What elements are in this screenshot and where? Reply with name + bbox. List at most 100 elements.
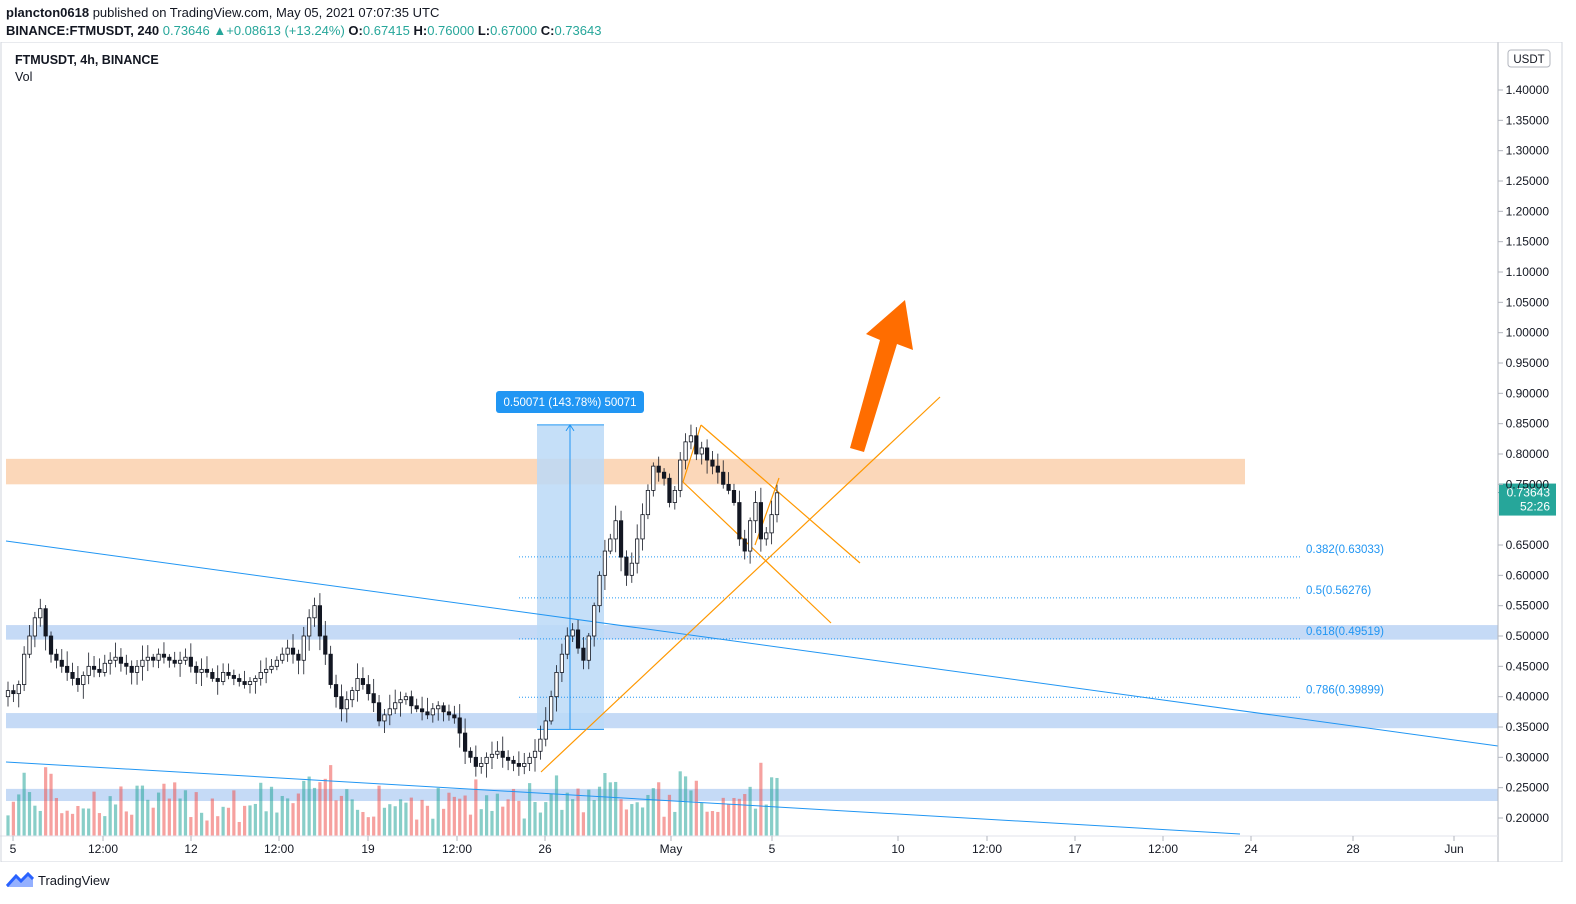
price-tick-label: 1.30000: [1506, 144, 1550, 158]
volume-bar: [748, 786, 752, 836]
candle-body: [597, 574, 602, 607]
candle-body: [258, 672, 263, 679]
price-tick-label: 1.15000: [1506, 235, 1550, 249]
tradingview-footer[interactable]: TradingView: [6, 872, 110, 888]
candle-body: [678, 459, 683, 491]
candle-body: [446, 711, 452, 716]
volume-bar: [350, 799, 354, 836]
candle-body: [387, 708, 392, 716]
candle-body: [108, 659, 113, 664]
candle-body: [16, 684, 21, 695]
volume-bar: [495, 793, 499, 836]
candle-body: [715, 465, 720, 473]
volume-bar: [113, 804, 118, 836]
volume-bar: [49, 773, 53, 836]
candle-body: [731, 489, 737, 503]
price-tick-label: 0.25000: [1506, 781, 1550, 795]
volume-bar: [60, 813, 64, 836]
legend-volume[interactable]: Vol: [15, 70, 33, 84]
candle-body: [586, 635, 591, 661]
candle-body: [538, 738, 543, 752]
support-zone: [6, 788, 1498, 802]
volume-bar: [216, 816, 220, 836]
volume-bar: [393, 806, 397, 836]
volume-bar: [710, 811, 715, 836]
candle-body: [484, 756, 489, 764]
price-tick-label: 1.25000: [1506, 174, 1550, 188]
volume-bar: [318, 782, 322, 836]
volume-bar: [554, 775, 559, 836]
candle-body: [441, 705, 446, 713]
candle-body: [199, 668, 204, 673]
volume-bar: [108, 796, 112, 836]
high-value: 0.76000: [427, 23, 475, 38]
candle-body: [350, 690, 355, 701]
drawings-layer: 0.382(0.63033) 0.5(0.56276) 0.618(0.49519)…: [5, 396, 1499, 835]
volume-bar: [544, 802, 548, 836]
volume-bar: [441, 808, 446, 836]
volume-bar: [501, 806, 505, 836]
upper-trendline: [5, 540, 1499, 747]
bar-countdown-label: 52:26: [1520, 500, 1550, 514]
price-chart[interactable]: 0.382(0.63033) 0.5(0.56276) 0.618(0.49519)…: [0, 42, 1576, 862]
candle-body: [48, 635, 54, 655]
volume-bar: [689, 790, 693, 836]
candle-body: [651, 465, 656, 491]
volume-bar: [538, 812, 542, 836]
volume-bar: [485, 795, 489, 836]
candle-body: [339, 696, 344, 710]
candle-body: [462, 732, 468, 752]
candle-body: [54, 653, 59, 661]
volume-bar: [592, 800, 596, 836]
chart-legend: FTMUSDT, 4h, BINANCE Vol: [15, 52, 159, 86]
time-tick-label: 5: [769, 842, 776, 856]
last-value: 0.73646: [162, 23, 210, 38]
volume-bar: [205, 820, 209, 836]
candle-body: [172, 659, 177, 664]
legend-symbol[interactable]: FTMUSDT, 4h, BINANCE: [15, 53, 159, 67]
candle-body: [333, 684, 339, 698]
candle-body: [624, 556, 629, 576]
candle-body: [748, 520, 753, 552]
volume-bar: [522, 818, 526, 836]
candle-body: [489, 753, 495, 758]
volume-bar: [528, 783, 532, 836]
change-value: +0.08613 (+13.24%): [226, 23, 345, 38]
volume-bar: [382, 807, 387, 836]
volume-bar: [415, 819, 419, 836]
candle-body: [532, 750, 538, 758]
candle-body: [635, 538, 640, 564]
price-axis[interactable]: 1.40000 1.35000 1.30000 1.25000 1.20000 1.150…: [1498, 83, 1549, 825]
volume-bar: [753, 808, 758, 836]
candle-body: [290, 647, 296, 655]
resistance-zone: [6, 458, 1245, 485]
candle-body: [360, 678, 366, 685]
time-tick-label: 12:00: [1148, 842, 1178, 856]
close-label: C:: [540, 23, 555, 38]
fib-level-label: 0.5(0.56276): [1306, 585, 1371, 597]
volume-bar: [630, 804, 634, 836]
time-tick-label: 28: [1346, 842, 1360, 856]
publish-line: plancton0618 published on TradingView.co…: [6, 4, 601, 22]
currency-badge[interactable]: [1507, 49, 1551, 68]
candle-body: [317, 605, 323, 637]
candle-body: [710, 459, 715, 467]
volume-bar: [27, 792, 32, 836]
time-axis[interactable]: 5 12:00 12 12:00 19 12:00 26 May 5 10 12:00 17 12:00…: [10, 836, 1464, 856]
volume-bar: [366, 817, 370, 836]
candle-body: [554, 672, 559, 698]
time-tick-label: May: [660, 842, 683, 856]
author-name[interactable]: plancton0618: [6, 5, 90, 20]
change-arrow-icon: ▲: [213, 23, 227, 38]
candle-body: [608, 538, 613, 552]
open-value: 0.67415: [362, 23, 410, 38]
volume-bar: [431, 818, 435, 836]
volume-bar: [694, 780, 698, 836]
candle-body: [570, 629, 575, 637]
volume-bar: [608, 782, 612, 836]
candle-body: [344, 699, 349, 710]
close-value: 0.73643: [554, 23, 602, 38]
candle-body: [506, 756, 511, 761]
volume-bar: [377, 785, 381, 836]
volume-bar: [657, 782, 661, 836]
